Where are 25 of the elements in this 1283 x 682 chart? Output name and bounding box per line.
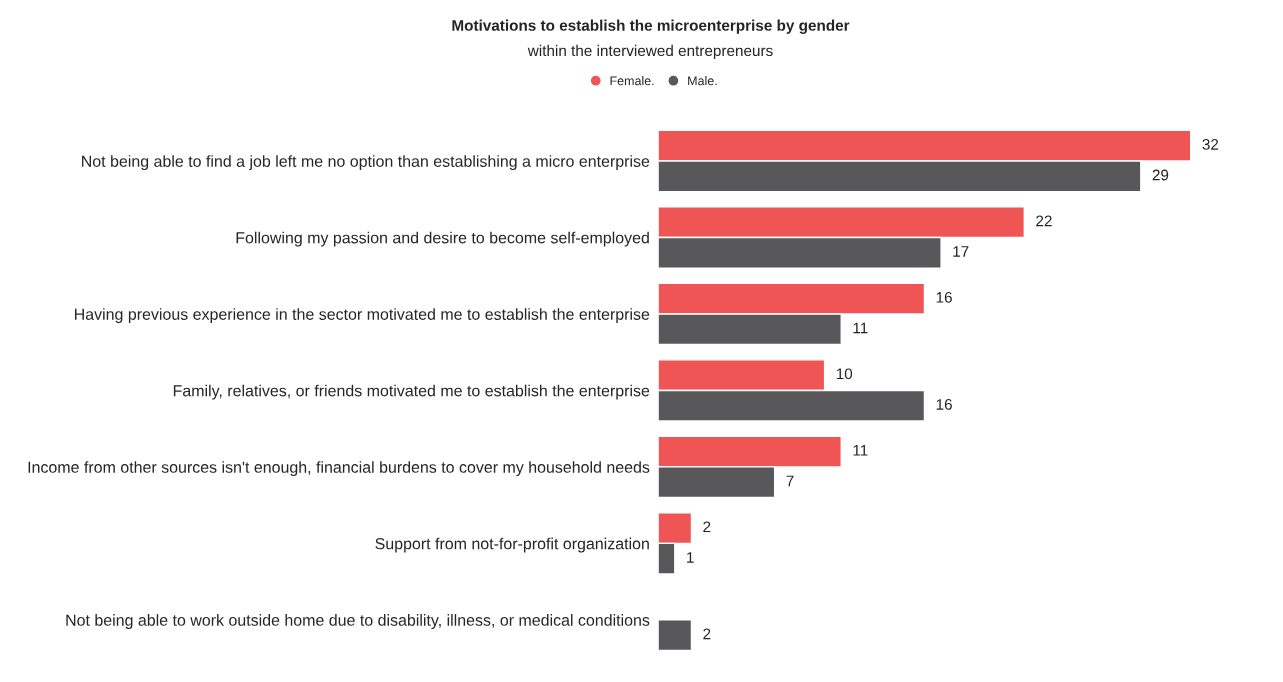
data-label: 29: [1152, 169, 1169, 181]
data-label: 11: [853, 322, 868, 334]
y-tick-label: Following my passion and desire to become self-employed: [236, 231, 649, 247]
data-label: 16: [936, 291, 952, 303]
bar: [658, 619, 693, 652]
data-label: 16: [936, 399, 952, 410]
data-label: 32: [1202, 138, 1219, 150]
data-label: 2: [703, 628, 711, 640]
y-tick-label: Income from other sources isn't enough, financial burdens to cover my household needs: [28, 461, 650, 477]
y-tick-label: Family, relatives, or friends motivated me to establish the enterprise: [173, 384, 650, 400]
y-tick-label: Support from not-for-profit organization: [375, 537, 649, 553]
y-tick-label: Having previous experience in the sector motivated me to establish the enterprise: [75, 308, 650, 324]
data-label: 2: [703, 521, 711, 533]
data-label: 17: [953, 246, 969, 257]
data-label: 11: [853, 445, 868, 456]
legend-label: Female.: [610, 76, 654, 86]
chart-title: Motivations to establish the microenterprise by gender: [452, 19, 850, 34]
chart-subtitle: within the interviewed entrepreneurs: [527, 44, 773, 60]
data-label: 10: [836, 368, 853, 380]
legend-label: Male.: [688, 76, 717, 86]
y-tick-label: Not being able to work outside home due to disability, illness, or medical conditions: [66, 614, 650, 629]
data-label: 7: [786, 475, 794, 487]
data-label: 22: [1036, 215, 1052, 227]
y-tick-label: Not being able to find a job left me no option than establishing a micro enterprise: [82, 155, 650, 171]
data-label: 1: [687, 552, 694, 563]
